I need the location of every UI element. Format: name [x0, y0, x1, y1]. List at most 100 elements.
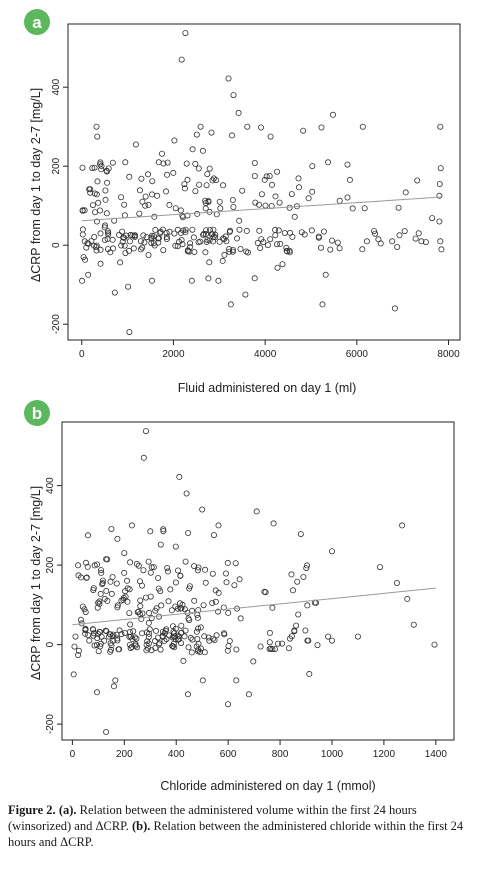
panel-a-data-point	[217, 205, 224, 212]
panel-b-data-point	[222, 570, 229, 577]
panel-a-data-point	[139, 198, 146, 205]
panel-a-data-point	[170, 169, 177, 176]
panel-a-data-point	[189, 146, 196, 153]
panel-b-data-point	[146, 609, 153, 616]
panel-a-data-point	[349, 205, 356, 212]
panel-a-data-point	[319, 301, 326, 308]
panel-b-data-point	[128, 522, 135, 529]
panel-a-data-point	[286, 249, 293, 256]
panel-a-data-point	[149, 178, 156, 185]
panel-a-data-point	[389, 238, 396, 245]
panel-b-data-point	[354, 633, 361, 640]
panel-a-data-point	[93, 191, 100, 198]
panel-a-data-point	[121, 242, 128, 249]
panel-a-data-point	[126, 173, 133, 180]
panel-b-data-point	[155, 585, 162, 592]
panel-b-plot-frame	[61, 421, 455, 741]
panel-b-data-point	[142, 428, 149, 435]
panel-a-data-point	[228, 132, 235, 139]
panel-b-data-point	[95, 599, 102, 606]
panel-b-data-point	[127, 621, 134, 628]
panel-a-data-point	[184, 176, 191, 183]
panel-b-data-point	[124, 577, 131, 584]
panel-b-data-point	[99, 581, 106, 588]
panel-a-data-point	[220, 182, 227, 189]
panel-b-data-point	[202, 566, 209, 573]
panel-a-data-point	[210, 226, 217, 233]
panel-a-data-point	[377, 240, 384, 247]
panel-a-data-point	[402, 189, 409, 196]
panel-b-data-point	[101, 637, 108, 644]
panel-b-data-point	[410, 621, 417, 628]
panel-b-data-point	[225, 643, 232, 650]
panel-a-data-point	[264, 242, 271, 249]
panel-a-data-point	[226, 228, 233, 235]
panel-a-data-point	[295, 175, 302, 182]
panel-a-data-point	[158, 150, 165, 157]
panel-a-data-point	[401, 228, 408, 235]
panel-a-data-point	[199, 147, 206, 154]
panel-a-points	[79, 30, 445, 336]
panel-a-data-point	[137, 246, 144, 253]
panel-b-data-point	[144, 645, 151, 652]
panel-b-data-point	[85, 632, 92, 639]
panel-b-data-point	[106, 633, 113, 640]
panel-b-data-point	[233, 677, 240, 684]
panel-b-data-point	[231, 582, 238, 589]
panel-a-data-point	[300, 127, 307, 134]
panel-a-data-point	[202, 231, 209, 238]
panel-b-data-point	[174, 605, 181, 612]
panel-b-y-tick-label: 200	[45, 556, 56, 573]
panel-a-data-point	[79, 226, 86, 233]
panel-b-data-point	[99, 577, 106, 584]
panel-a-data-point	[195, 165, 202, 172]
panel-b-data-point	[120, 594, 127, 601]
panel-b-data-point	[145, 619, 152, 626]
panel-b-data-point	[266, 639, 273, 646]
panel-a-data-point	[154, 192, 161, 199]
panel-a-data-point	[176, 238, 183, 245]
panel-a-data-point	[437, 123, 444, 130]
panel-a-data-point	[181, 181, 188, 188]
panel-a-data-point	[205, 198, 212, 205]
panel-a-data-point	[283, 247, 290, 254]
panel-a-data-point	[136, 210, 143, 217]
panel-a-data-point	[130, 245, 137, 252]
panel-a-data-point	[281, 229, 288, 236]
panel-a-data-point	[157, 228, 164, 235]
panel-a-data-point	[136, 187, 143, 194]
panel-b-data-point	[84, 563, 91, 570]
panel-b-data-point	[108, 590, 115, 597]
panel-b-data-point	[107, 578, 114, 585]
panel-a-data-point	[262, 202, 269, 209]
panel-a-data-point	[163, 235, 170, 242]
panel-a-x-tick-label: 2000	[162, 349, 185, 360]
panel-a-data-point	[132, 141, 139, 148]
panel-a-data-point	[260, 239, 267, 246]
panel-a-data-point	[205, 275, 212, 282]
panel-b-data-point	[79, 603, 86, 610]
panel-a-data-point	[329, 237, 336, 244]
panel-a-data-point	[206, 165, 213, 172]
panel-b-data-point	[146, 626, 153, 633]
panel-b-data-point	[148, 564, 155, 571]
panel-a-data-point	[273, 241, 280, 248]
panel-a-data-point	[183, 160, 190, 167]
panel-a-data-point	[138, 175, 145, 182]
panel-b-data-point	[98, 567, 105, 574]
panel-b-data-point	[302, 627, 309, 634]
panel-b-data-point	[150, 564, 157, 571]
panel-b-data-point	[186, 583, 193, 590]
caption-part-b-label: (b).	[132, 819, 151, 833]
panel-b-data-point	[136, 578, 143, 585]
panel-b-data-point	[97, 640, 104, 647]
panel-a-data-point	[274, 168, 281, 175]
panel-a-data-point	[154, 235, 161, 242]
panel-b-data-point	[210, 532, 217, 539]
panel-a-x-axis: 0 2000 4000 6000 8000	[79, 340, 460, 360]
panel-b-points	[70, 428, 438, 736]
caption-figure-label: Figure 2.	[8, 803, 56, 817]
panel-b-data-point	[147, 528, 154, 535]
panel-a-data-point	[187, 243, 194, 250]
